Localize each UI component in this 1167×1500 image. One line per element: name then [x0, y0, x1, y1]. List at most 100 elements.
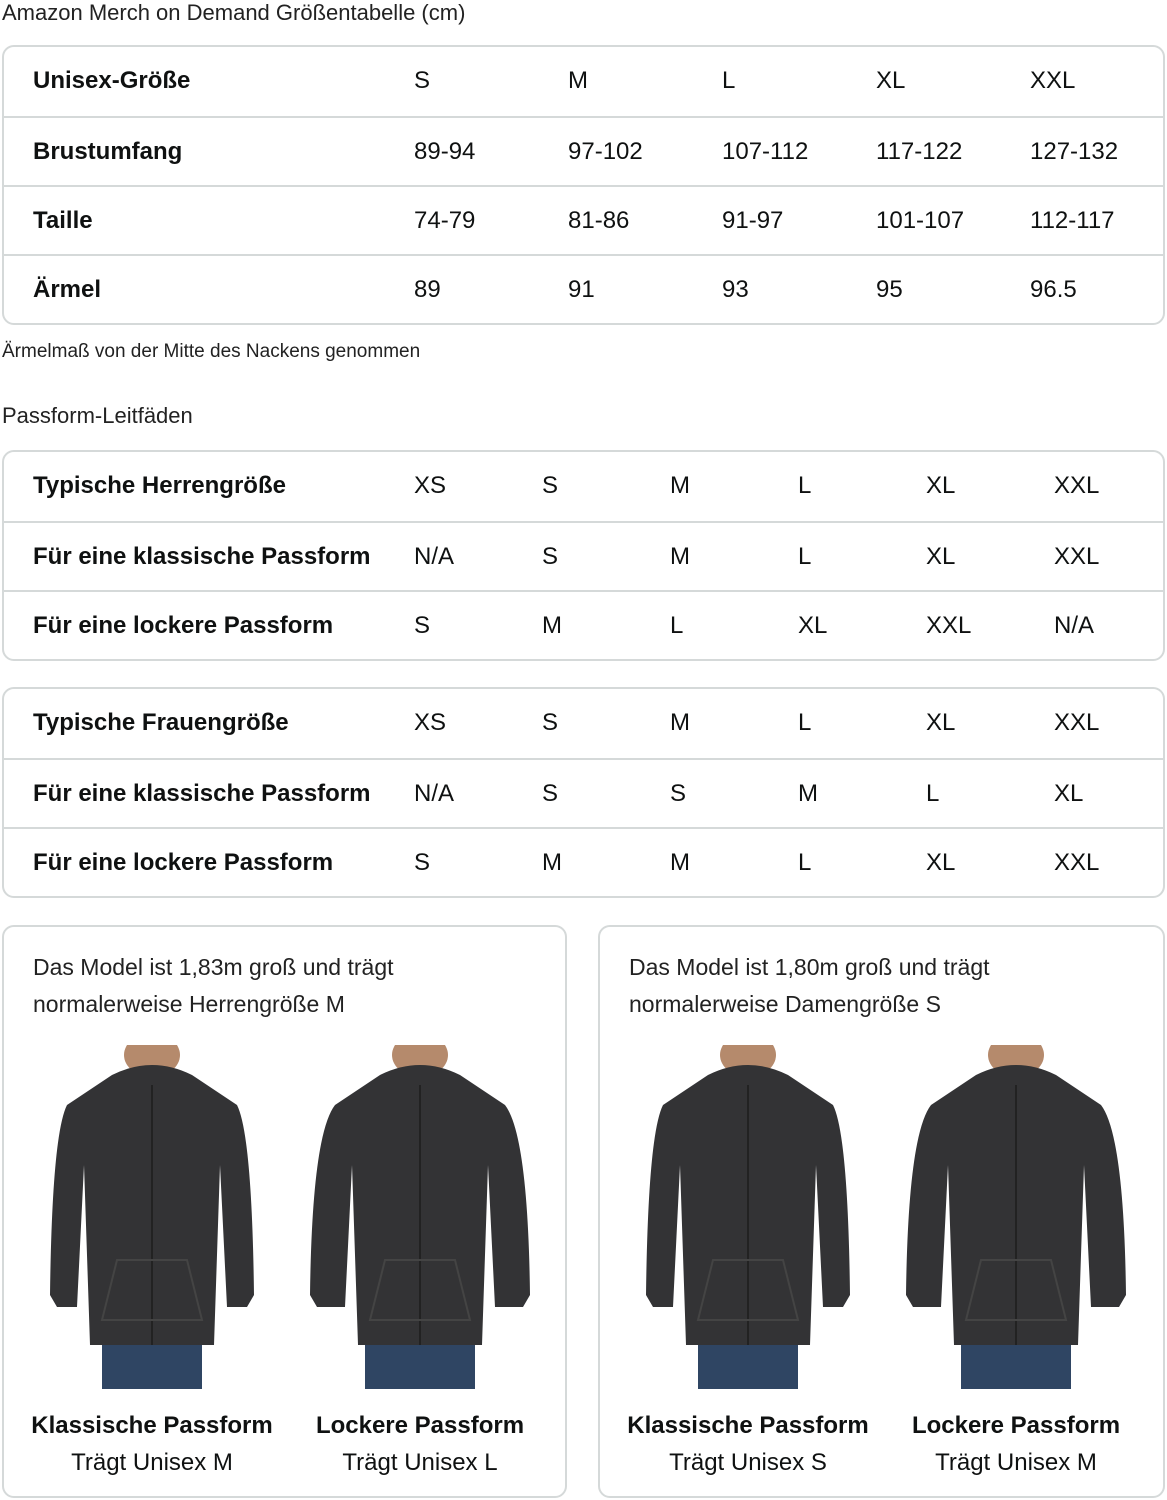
row-label: Für eine lockere Passform — [33, 612, 334, 639]
table-cell: L — [926, 780, 940, 807]
table-cell: S — [542, 543, 559, 570]
table-cell: M — [798, 780, 818, 807]
table-cell: 117-122 — [876, 138, 963, 165]
row-label: Typische Frauengröße — [33, 709, 289, 736]
table-cell: N/A — [1054, 612, 1095, 639]
table-row: Brustumfang 89-94 97-102 107-112 117-122 127-… — [4, 116, 1163, 185]
table-cell: 91 — [568, 276, 595, 303]
row-label: Brustumfang — [33, 138, 183, 165]
table-cell: XXL — [1054, 709, 1100, 736]
table-cell: L — [798, 543, 812, 570]
table-cell: XXL — [1030, 67, 1076, 94]
model-description: Das Model ist 1,83m groß und trägt normal… — [33, 949, 394, 1023]
table-cell: XL — [926, 472, 956, 499]
table-cell: M — [670, 472, 690, 499]
model-photo — [638, 1033, 858, 1389]
table-cell: 127-132 — [1030, 138, 1119, 165]
row-label: Für eine lockere Passform — [33, 849, 334, 876]
table-cell: L — [798, 709, 812, 736]
table-cell: 96.5 — [1030, 276, 1077, 303]
table-cell: L — [798, 849, 812, 876]
table-cell: 107-112 — [722, 138, 809, 165]
row-label: Taille — [33, 207, 93, 234]
fit-title: Lockere Passform — [911, 1412, 1121, 1439]
table-cell: L — [722, 67, 736, 94]
table-cell: S — [414, 67, 431, 94]
table-row: Typische Frauengröße XS S M L XL XXL — [4, 689, 1163, 758]
men-model-card: Das Model ist 1,83m groß und trägt normal… — [2, 925, 567, 1498]
fit-size: Trägt Unisex M — [935, 1449, 1097, 1476]
table-cell: L — [798, 472, 812, 499]
row-label: Unisex-Größe — [33, 67, 191, 94]
table-cell: S — [414, 612, 431, 639]
table-cell: 81-86 — [568, 207, 630, 234]
description-line-1: Das Model ist 1,83m groß und trägt — [33, 954, 394, 980]
fit-size: Trägt Unisex S — [669, 1449, 827, 1476]
table-cell: S — [670, 780, 687, 807]
table-cell: XL — [876, 67, 906, 94]
table-cell: 74-79 — [414, 207, 476, 234]
row-label: Ärmel — [33, 276, 102, 303]
table-cell: M — [542, 849, 562, 876]
table-cell: M — [542, 612, 562, 639]
table-cell: L — [670, 612, 684, 639]
table-row: Ärmel 89 91 93 95 96.5 — [4, 254, 1163, 323]
model-description: Das Model ist 1,80m groß und trägt normal… — [629, 949, 990, 1023]
table-cell: N/A — [414, 543, 455, 570]
table-cell: XL — [926, 543, 956, 570]
sleeve-note: Ärmelmaß von der Mitte des Nackens genom… — [2, 341, 421, 362]
row-label: Typische Herrengröße — [33, 472, 286, 499]
table-cell: XXL — [926, 612, 972, 639]
fit-size: Trägt Unisex M — [71, 1449, 233, 1476]
table-cell: XL — [1054, 780, 1084, 807]
model-photo — [906, 1033, 1126, 1389]
table-cell: S — [542, 472, 559, 499]
table-cell: M — [670, 849, 690, 876]
page-title: Amazon Merch on Demand Größentabelle (cm… — [2, 0, 466, 25]
fit-guide-title: Passform-Leitfäden — [2, 403, 193, 428]
men-fit-table: Typische Herrengröße XS S M L XL XXL Für eine k… — [2, 450, 1165, 661]
table-cell: 89-94 — [414, 138, 476, 165]
table-cell: M — [670, 543, 690, 570]
table-row: Für eine klassische Passform N/A S S M L XL — [4, 758, 1163, 827]
description-line-2: normalerweise Damengröße S — [629, 991, 941, 1017]
fit-title: Lockere Passform — [315, 1412, 525, 1439]
table-cell: XXL — [1054, 849, 1100, 876]
table-cell: XL — [926, 849, 956, 876]
table-cell: 101-107 — [876, 207, 965, 234]
table-row: Für eine klassische Passform N/A S M L XL XXL — [4, 521, 1163, 590]
table-cell: 91-97 — [722, 207, 784, 234]
table-cell: XL — [926, 709, 956, 736]
women-model-card: Das Model ist 1,80m groß und trägt normal… — [598, 925, 1165, 1498]
table-cell: S — [414, 849, 431, 876]
table-row: Für eine lockere Passform S M L XL XXL N/A — [4, 590, 1163, 659]
women-fit-table: Typische Frauengröße XS S M L XL XXL Für eine k… — [2, 687, 1165, 898]
table-row: Taille 74-79 81-86 91-97 101-107 112-117 — [4, 185, 1163, 254]
table-cell: 97-102 — [568, 138, 643, 165]
model-photo — [310, 1033, 530, 1389]
model-photo — [42, 1033, 262, 1389]
table-row: Unisex-Größe S M L XL XXL — [4, 47, 1163, 116]
table-cell: S — [542, 709, 559, 736]
fit-size: Trägt Unisex L — [342, 1449, 498, 1476]
table-cell: S — [542, 780, 559, 807]
table-cell: XS — [414, 472, 447, 499]
table-row: Für eine lockere Passform S M M L XL XXL — [4, 827, 1163, 896]
table-cell: XXL — [1054, 543, 1100, 570]
fit-title: Klassische Passform — [627, 1412, 869, 1439]
table-cell: XXL — [1054, 472, 1100, 499]
table-cell: N/A — [414, 780, 455, 807]
table-cell: 89 — [414, 276, 441, 303]
row-label: Für eine klassische Passform — [33, 780, 371, 807]
row-label: Für eine klassische Passform — [33, 543, 371, 570]
table-cell: 93 — [722, 276, 749, 303]
unisex-size-table: Unisex-Größe S M L XL XXL Brustumfang 89-94 97-1… — [2, 45, 1165, 325]
description-line-2: normalerweise Herrengröße M — [33, 991, 345, 1017]
table-row: Typische Herrengröße XS S M L XL XXL — [4, 452, 1163, 521]
description-line-1: Das Model ist 1,80m groß und trägt — [629, 954, 990, 980]
table-cell: 95 — [876, 276, 903, 303]
table-cell: M — [670, 709, 690, 736]
table-cell: M — [568, 67, 588, 94]
fit-title: Klassische Passform — [31, 1412, 273, 1439]
table-cell: XL — [798, 612, 828, 639]
